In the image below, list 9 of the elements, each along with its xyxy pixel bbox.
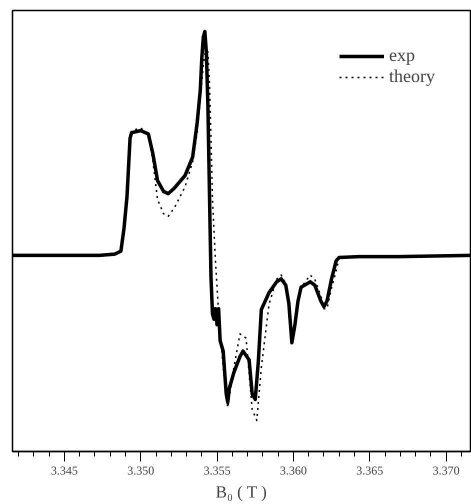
x-tick-label: 3.345 [50, 464, 78, 478]
x-tick-label: 3.355 [204, 464, 231, 478]
x-tick-label: 3.365 [356, 464, 384, 478]
x-tick-label: 3.350 [127, 464, 154, 478]
legend-label: theory [389, 66, 435, 87]
x-tick-label: 3.370 [432, 464, 460, 478]
x-axis-title: B₀ ( T ) [216, 482, 267, 502]
legend-label: exp [389, 45, 416, 66]
x-tick-label: 3.360 [280, 464, 307, 478]
